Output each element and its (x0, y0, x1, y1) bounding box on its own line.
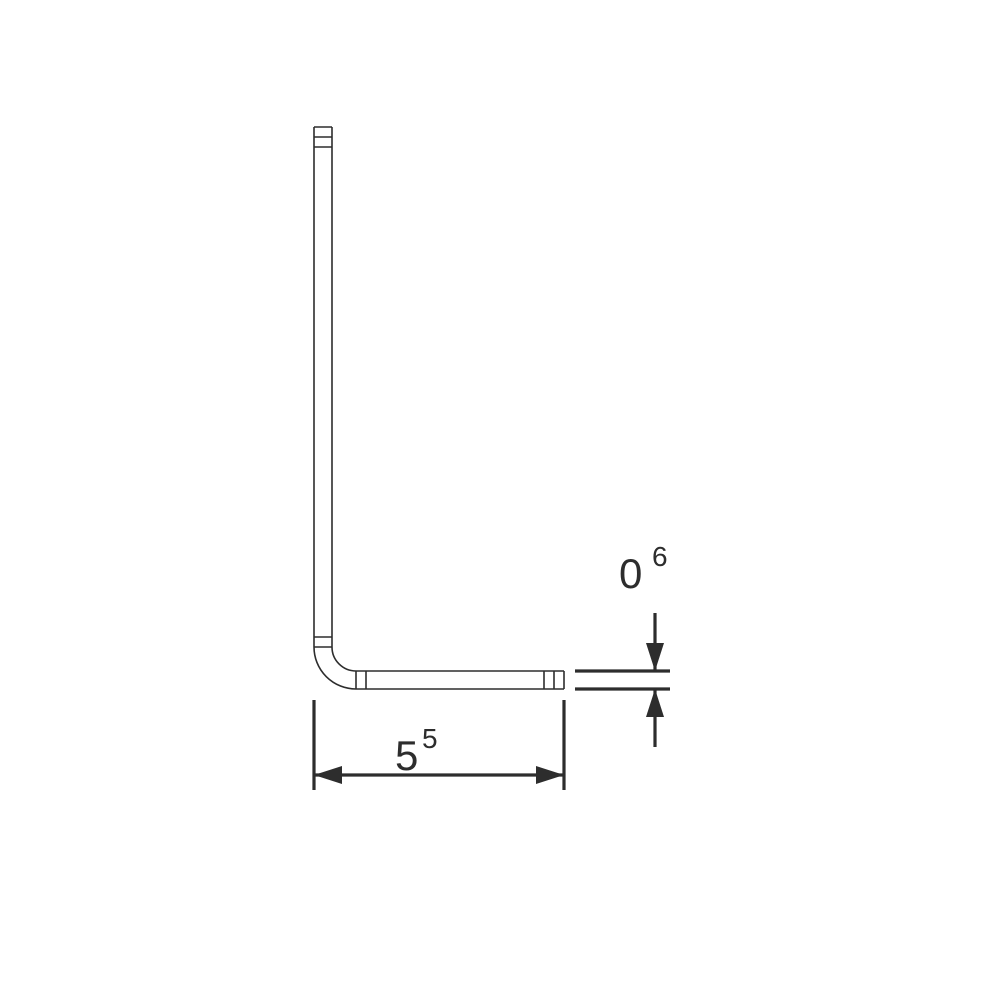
dim-horizontal-value: 5 (395, 732, 418, 779)
dim-vertical-sup: 6 (652, 541, 668, 572)
dim-vertical-value: 0 (619, 550, 642, 597)
dim-horizontal-sup: 5 (422, 723, 438, 754)
